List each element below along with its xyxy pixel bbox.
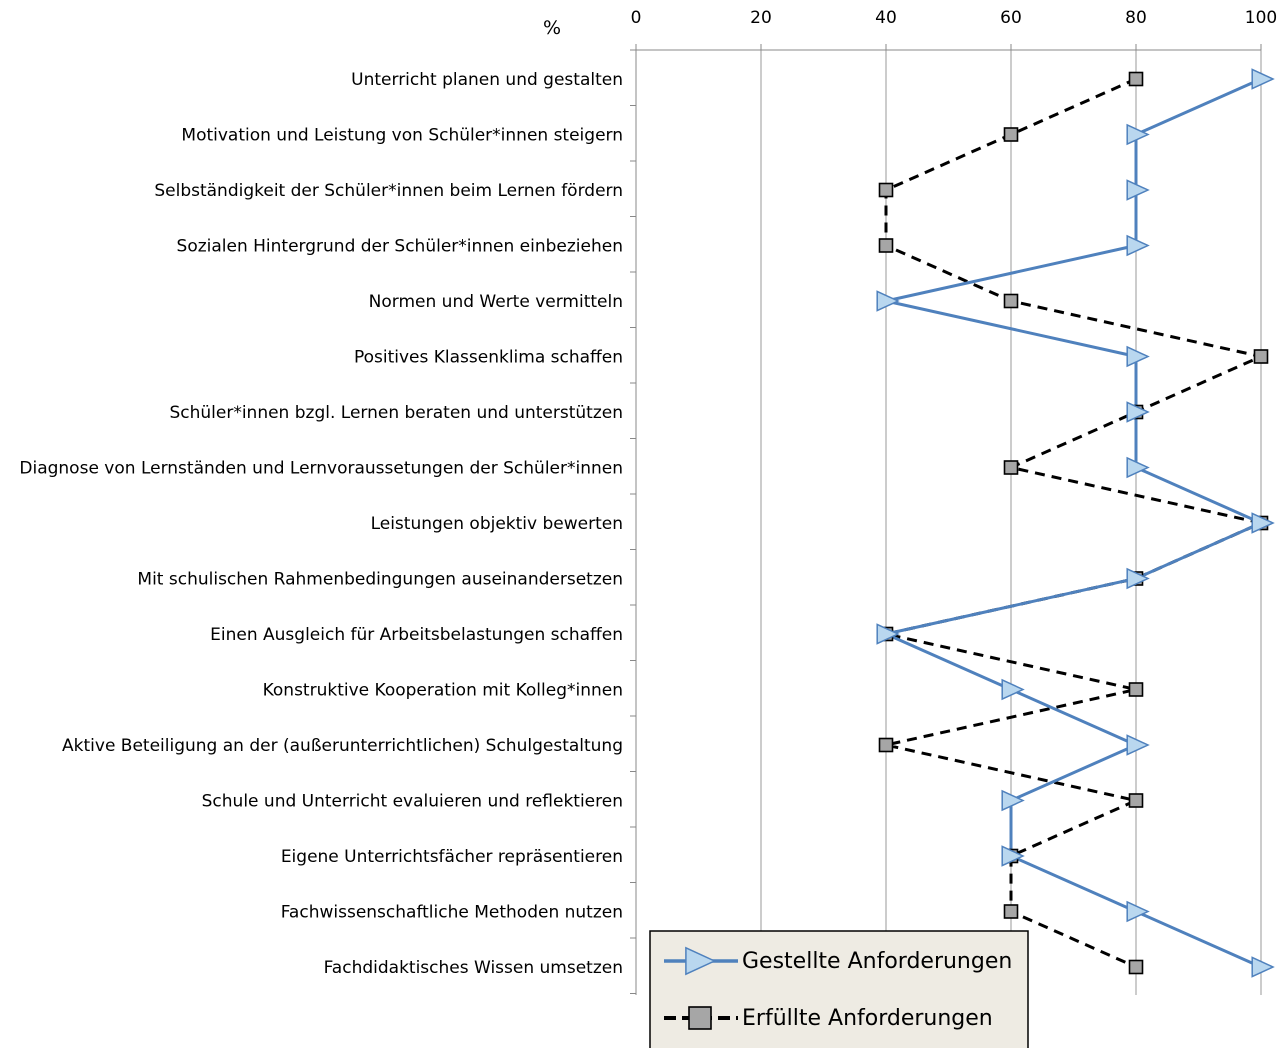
- data-point: [1128, 71, 1144, 87]
- data-point: [1001, 845, 1025, 867]
- data-point: [1003, 460, 1019, 475]
- unit-label: %: [543, 17, 561, 39]
- category-label: Sozialen Hintergrund der Schüler*innen e…: [177, 237, 623, 257]
- category-label: Konstruktive Kooperation mit Kolleg*inne…: [263, 681, 623, 701]
- category-label: Fachwissenschaftliche Methoden nutzen: [281, 903, 623, 923]
- category-label: Schüler*innen bzgl. Lernen beraten und u…: [169, 403, 623, 423]
- legend-triangle-icon: [685, 946, 717, 976]
- x-tick-label: 60: [1000, 8, 1022, 28]
- x-tick-labels: 0 20 40 60 80 100: [631, 8, 1278, 28]
- data-point: [878, 238, 894, 253]
- data-point: [878, 182, 894, 198]
- x-tick-label: 0: [631, 8, 642, 28]
- data-point: [1126, 456, 1150, 479]
- series-line: [884, 77, 1266, 969]
- data-point: [876, 623, 900, 645]
- category-label: Selbständigkeit der Schüler*innen beim L…: [154, 181, 623, 201]
- data-point: [1003, 293, 1019, 309]
- data-point: [1128, 793, 1144, 808]
- category-label: Mit schulischen Rahmenbedingungen ausein…: [137, 570, 623, 590]
- data-point: [1251, 956, 1275, 978]
- data-point: [1126, 567, 1150, 590]
- data-point: [1126, 900, 1150, 923]
- data-point: [876, 290, 900, 312]
- category-label: Schule und Unterricht evaluieren und ref…: [202, 792, 623, 812]
- category-label: Fachdidaktisches Wissen umsetzen: [324, 958, 623, 978]
- series-layer: [876, 68, 1275, 978]
- data-point: [1126, 401, 1150, 423]
- category-label: Normen und Werte vermitteln: [369, 292, 623, 312]
- legend-label: Gestellte Anforderungen: [742, 949, 1012, 974]
- category-label: Leistungen objektiv bewerten: [371, 514, 623, 534]
- category-label: Motivation und Leistung von Schüler*inne…: [181, 126, 623, 146]
- x-tick-label: 100: [1245, 8, 1277, 28]
- x-tick-label: 40: [875, 8, 897, 28]
- data-point: [1001, 789, 1025, 812]
- category-label: Eigene Unterrichtsfächer repräsentieren: [281, 847, 623, 867]
- data-point: [1126, 179, 1150, 201]
- legend-square-icon: [688, 1006, 712, 1030]
- data-point: [1126, 345, 1150, 368]
- axes: [630, 44, 1262, 995]
- data-point: [1003, 904, 1019, 919]
- category-labels: Unterricht planen und gestalten Motivatio…: [19, 70, 623, 978]
- data-point: [1003, 127, 1019, 142]
- data-point: [1253, 349, 1269, 364]
- series-line: [881, 77, 1265, 969]
- data-point: [1251, 68, 1275, 90]
- category-label: Positives Klassenklima schaffen: [354, 348, 623, 368]
- data-point: [1251, 512, 1275, 534]
- legend: Gestellte Anforderungen Erfüllte Anforder…: [649, 930, 1029, 1048]
- data-point: [1001, 678, 1025, 701]
- legend-label: Erfüllte Anforderungen: [742, 1006, 993, 1031]
- category-label: Einen Ausgleich für Arbeitsbelastungen s…: [210, 625, 623, 645]
- legend-box: [649, 930, 1029, 1048]
- x-tick-label: 80: [1125, 8, 1147, 28]
- data-point: [878, 737, 894, 753]
- category-label: Aktive Beteiligung an der (außerunterric…: [62, 736, 623, 756]
- data-point: [1126, 234, 1150, 257]
- data-point: [1128, 682, 1144, 697]
- x-tick-label: 20: [750, 8, 772, 28]
- data-point: [1126, 123, 1150, 146]
- category-label: Diagnose von Lernständen und Lernvorauss…: [19, 459, 623, 479]
- data-point: [1126, 734, 1150, 756]
- data-point: [1128, 959, 1144, 975]
- category-label: Unterricht planen und gestalten: [351, 70, 623, 90]
